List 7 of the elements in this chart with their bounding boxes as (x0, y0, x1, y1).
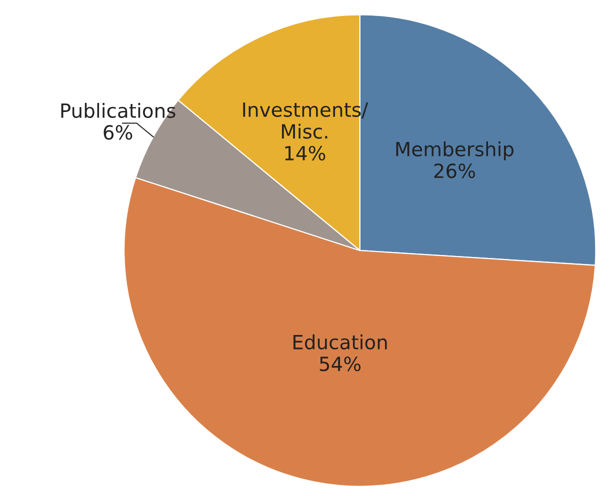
data-label: 6% (104, 125, 132, 140)
data-label: 26% (434, 164, 475, 178)
slice-label: Education (294, 334, 387, 350)
slice-label: Membership (396, 141, 514, 160)
slice-label: Publications (61, 102, 176, 118)
data-label: 14% (285, 146, 326, 161)
data-label: 54% (320, 356, 361, 372)
